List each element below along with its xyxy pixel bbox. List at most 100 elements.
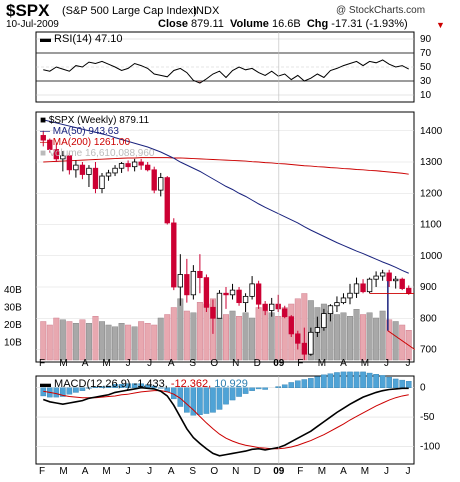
volume-bar [275,316,282,361]
macd-histogram-bar [288,382,295,388]
candle-body [171,222,177,288]
volume-bar [59,319,66,361]
macd-histogram-bar [105,385,112,388]
x-tick-label: N [232,358,239,369]
candle-body [373,275,379,280]
volume-bar [229,310,236,361]
macd-histogram-bar [79,387,86,391]
volume-bar [85,323,92,361]
macd-histogram-bar [340,371,347,388]
candle-body [334,302,340,307]
credit-text[interactable]: @ StockCharts.com [336,5,426,16]
volume-bar [340,312,347,361]
macd-histogram-bar [242,387,249,394]
index-full-name: (S&P 500 Large Cap Index) [62,5,197,17]
volume-bar [223,314,229,361]
macd-histogram-bar [203,387,210,414]
macd-histogram-bar [197,387,203,415]
volume-bar [170,307,177,361]
x-tick-label: M [59,466,67,477]
macd-histogram-bar [314,376,321,388]
candle-body [216,292,223,319]
macd-histogram-bar [327,373,334,388]
x-tick-label: J [406,358,411,369]
macd-histogram-bar [308,378,314,388]
volume-bar [112,326,119,361]
macd-tick-label: -50 [420,412,435,423]
x-tick-label: O [210,466,218,477]
price-legend-item: — MA(50) 943.63 [40,126,119,137]
x-tick-label: 09 [273,466,285,477]
rsi-tick-label: 50 [420,62,432,73]
volume-bar [46,324,53,361]
volume-bar [177,298,184,361]
candle-body [144,164,151,171]
price-legend-item: ■ $SPX (Weekly) 879.11 [40,115,150,126]
price-panel: 1400 1300 1200 1100 1000 900 800 700 40B 30B 20B 10… [4,111,443,363]
candle-body [262,303,268,311]
candle-body [308,331,314,355]
candle-body [340,297,347,304]
close-value: 879.11 [191,18,224,30]
macd-histogram-bar [99,386,105,388]
price-tick-label: 1300 [420,157,443,168]
volume-bar [196,302,203,361]
x-tick-label: F [297,358,303,369]
candle-body [366,278,373,293]
candle-body [47,139,53,150]
volume-value: 16.6B [271,18,301,30]
candle-body [360,283,366,293]
volume-bar [216,317,223,361]
macd-histogram-bar [216,387,223,410]
candle-body [386,272,392,282]
price-tick-label: 1100 [420,220,442,231]
volume-bar [53,317,60,361]
ma200-line [43,157,409,175]
volume-bar [144,323,151,361]
volume-bar [125,324,132,361]
close-label: Close [158,18,188,30]
down-arrow-icon: ▼ [436,20,445,30]
chg-value: -17.31 (-1.93%) [331,18,408,30]
macd-histogram-bar [210,387,216,413]
macd-histogram-bar [379,375,386,388]
macd-line [42,386,409,457]
x-tick-label: M [361,466,369,477]
macd-histogram-bar [373,374,379,388]
rsi-tick-label: 90 [420,34,432,45]
x-tick-label: A [168,358,175,369]
x-tick-label: M [59,358,67,369]
volume-bar [347,316,353,361]
price-legend-item: ■ Volume 16,610,088,960 [40,148,155,159]
price-legend-item: — MA(200) 1261.00 [40,137,130,148]
volume-bar [268,312,275,361]
volume-tick-label: 40B [4,285,22,296]
price-tick-label: 1400 [420,126,443,137]
x-tick-label: J [147,466,152,477]
volume-label: Volume [229,18,269,30]
macd-histogram-bar [366,372,373,388]
macd-histogram-bar [360,371,366,388]
macd-histogram-bar [190,387,197,416]
volume-bar [40,321,47,361]
candle-body [158,177,164,191]
x-tick-label: M [361,358,369,369]
volume-bar [99,321,105,361]
volume-bar [353,309,360,361]
x-tick-label: M [318,358,326,369]
candle-body [314,327,321,333]
x-tick-label: J [384,466,389,477]
x-tick-label: J [126,358,131,369]
candle-body [184,274,190,296]
macd-histogram-bar [386,376,392,388]
macd-histogram-bar [73,387,79,393]
volume-tick-label: 20B [4,320,22,331]
candle-body [295,333,301,344]
volume-bar [164,314,171,361]
candle-body [118,163,125,169]
rsi-panel: 90 70 50 30 10 ▬ RSI(14) 47.10 [35,31,432,103]
volume-bar [118,323,125,361]
macd-histogram-bar [294,380,301,388]
candle-body [190,270,197,296]
